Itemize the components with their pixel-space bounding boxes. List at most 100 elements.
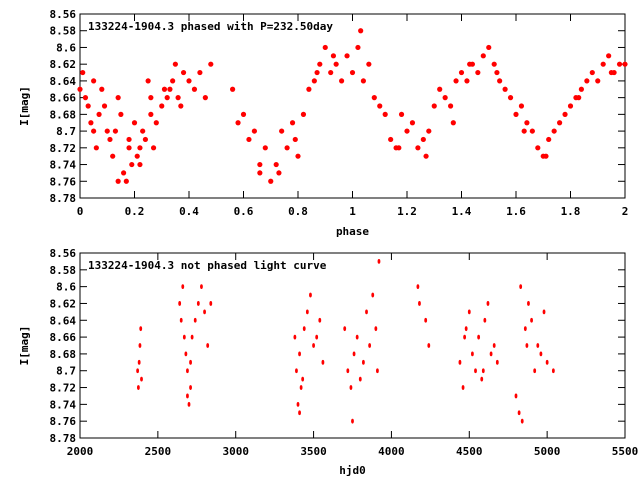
data-point <box>368 343 372 348</box>
data-point <box>431 103 437 109</box>
data-point <box>138 343 142 348</box>
y-tick-label: 8.62 <box>50 58 77 71</box>
data-point <box>374 326 378 332</box>
data-point <box>567 103 574 109</box>
data-point <box>293 334 297 340</box>
data-point <box>93 145 99 151</box>
data-point <box>137 161 143 168</box>
data-point <box>562 111 568 117</box>
data-point <box>284 145 290 151</box>
data-point <box>85 103 91 109</box>
data-point <box>148 111 154 117</box>
data-point <box>377 103 383 109</box>
y-tick-label: 8.74 <box>50 159 77 172</box>
chart-title: 133224-1904.3 not phased light curve <box>88 259 327 272</box>
data-point <box>292 136 298 143</box>
data-point <box>492 343 496 348</box>
data-point <box>251 128 257 134</box>
data-point <box>404 128 410 134</box>
data-point <box>159 103 165 109</box>
data-point <box>279 128 285 134</box>
data-point <box>134 153 140 159</box>
data-point <box>450 120 456 126</box>
data-point <box>530 317 533 323</box>
data-point <box>377 259 381 264</box>
data-point <box>471 351 474 357</box>
data-point <box>276 170 282 176</box>
data-point <box>355 334 359 340</box>
data-point <box>153 120 159 126</box>
y-axis-label: I[mag] <box>18 326 31 366</box>
data-point <box>489 351 493 357</box>
data-point <box>358 28 364 34</box>
data-point <box>321 359 325 365</box>
x-tick-label: 3000 <box>222 445 249 458</box>
data-point <box>557 120 563 126</box>
data-point <box>486 44 492 51</box>
y-tick-label: 8.76 <box>50 415 77 428</box>
data-point <box>474 368 477 374</box>
data-point <box>349 69 356 76</box>
data-point <box>314 69 320 76</box>
data-point <box>121 170 127 176</box>
data-point <box>536 343 540 348</box>
data-point <box>442 95 448 101</box>
data-point <box>296 401 300 407</box>
data-point <box>140 128 146 134</box>
data-point <box>396 145 402 151</box>
data-point <box>409 120 416 126</box>
data-point <box>448 103 454 109</box>
data-point <box>458 359 462 365</box>
y-tick-label: 8.68 <box>50 108 77 121</box>
data-point <box>453 78 459 84</box>
data-point <box>542 309 546 315</box>
data-point <box>366 61 372 67</box>
x-tick-label: 5000 <box>534 445 561 458</box>
data-point <box>546 136 552 143</box>
data-point <box>184 351 188 357</box>
x-tick-label: 2500 <box>145 445 172 458</box>
data-point <box>517 410 521 416</box>
y-tick-label: 8.66 <box>50 331 77 344</box>
data-point <box>415 145 421 151</box>
data-point <box>299 385 303 390</box>
data-point <box>268 178 274 184</box>
unphased-plot: 8.56 8.58 8.6 8.62 8.64 8.66 8.68 8.7 8.72 8.74 8.… <box>18 247 638 477</box>
data-point <box>520 418 524 424</box>
data-point <box>186 368 189 374</box>
data-point <box>115 95 121 101</box>
data-point <box>463 334 467 340</box>
data-point <box>148 95 154 101</box>
x-tick-label: 0.2 <box>125 205 145 218</box>
data-point <box>273 161 279 168</box>
x-tick-label: 4500 <box>456 445 483 458</box>
data-point <box>186 393 189 399</box>
data-point <box>150 145 157 151</box>
data-point <box>427 343 431 348</box>
data-point <box>302 326 306 332</box>
data-point <box>475 69 481 76</box>
data-point <box>365 309 368 315</box>
data-point <box>137 359 141 365</box>
data-point <box>305 309 309 315</box>
data-point <box>352 351 356 357</box>
data-point <box>461 385 465 390</box>
data-point <box>322 44 328 51</box>
data-point <box>486 301 490 306</box>
data-point <box>514 393 518 399</box>
data-point <box>257 161 263 168</box>
data-point <box>112 128 119 134</box>
x-tick-label: 5500 <box>612 445 639 458</box>
data-point <box>529 128 535 134</box>
data-point <box>178 301 182 306</box>
data-point <box>525 343 529 348</box>
y-tick-label: 8.56 <box>50 247 77 260</box>
data-point <box>424 317 428 323</box>
data-point <box>91 128 97 134</box>
data-point <box>371 95 377 101</box>
data-point <box>200 284 203 290</box>
data-point <box>589 69 595 76</box>
data-point <box>481 368 485 374</box>
data-point <box>578 86 585 92</box>
phased-plot: 8.56 8.58 8.6 8.62 8.64 8.66 8.68 8.7 8.72 8.74 8.… <box>18 8 628 238</box>
